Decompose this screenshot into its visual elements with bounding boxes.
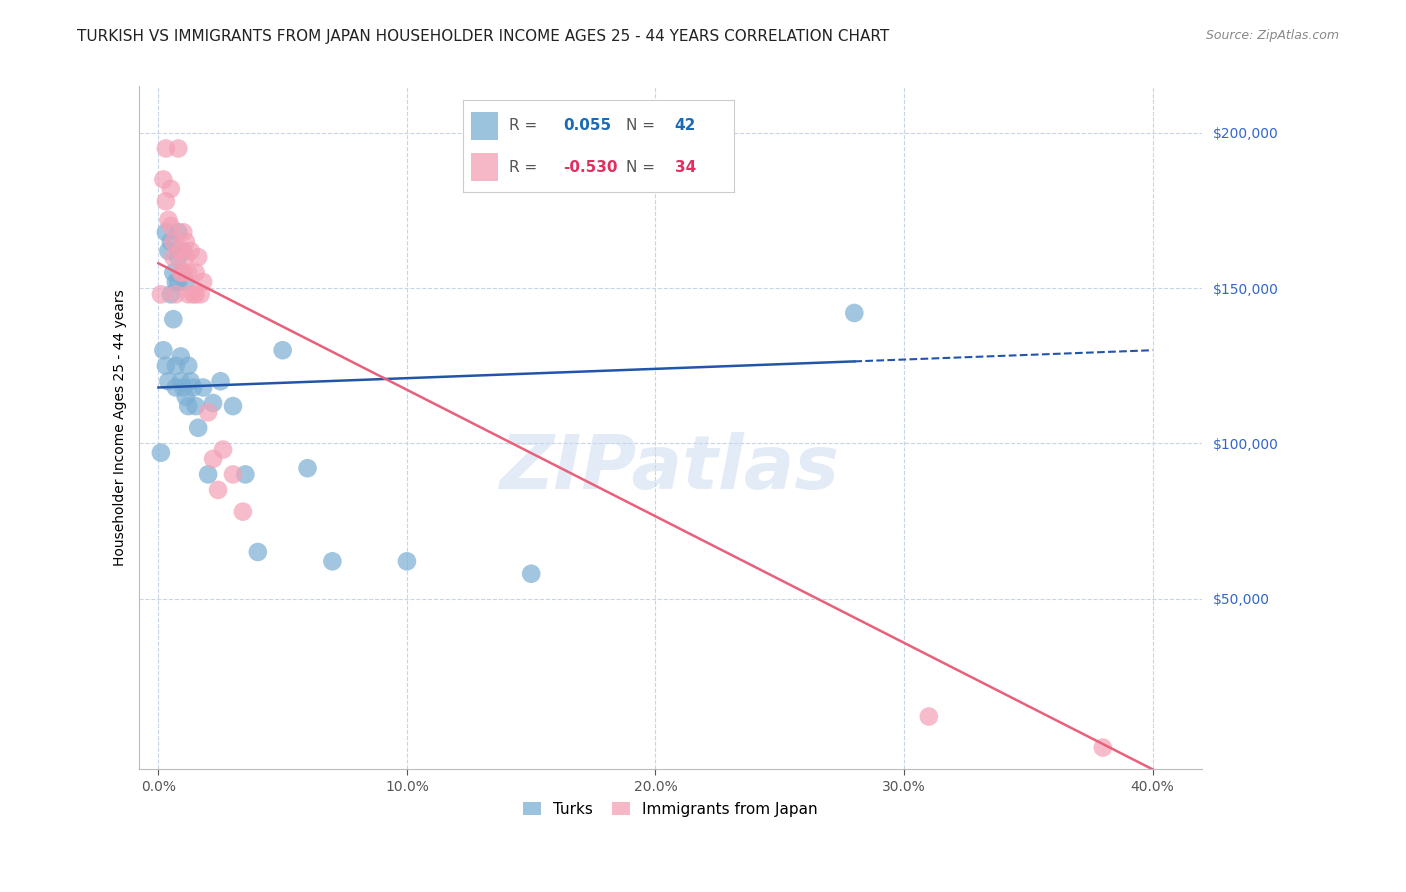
Point — [162, 312, 184, 326]
Point — [190, 287, 212, 301]
Point — [520, 566, 543, 581]
Point — [162, 250, 184, 264]
Point — [165, 275, 187, 289]
Text: ZIPatlas: ZIPatlas — [501, 433, 841, 505]
Point — [149, 287, 172, 301]
Point — [181, 380, 204, 394]
Point — [202, 396, 225, 410]
Point — [197, 405, 219, 419]
Text: TURKISH VS IMMIGRANTS FROM JAPAN HOUSEHOLDER INCOME AGES 25 - 44 YEARS CORRELATI: TURKISH VS IMMIGRANTS FROM JAPAN HOUSEHO… — [77, 29, 890, 44]
Point — [155, 225, 177, 239]
Point — [207, 483, 229, 497]
Point — [157, 244, 180, 258]
Point — [1091, 740, 1114, 755]
Point — [209, 374, 232, 388]
Point — [172, 266, 194, 280]
Point — [177, 266, 200, 280]
Point — [157, 212, 180, 227]
Point — [191, 275, 214, 289]
Point — [162, 266, 184, 280]
Point — [174, 235, 197, 249]
Point — [180, 374, 202, 388]
Point — [184, 266, 207, 280]
Point — [844, 306, 866, 320]
Point — [152, 172, 174, 186]
Point — [174, 275, 197, 289]
Point — [152, 343, 174, 358]
Point — [181, 287, 204, 301]
Point — [222, 467, 245, 482]
Point — [167, 275, 190, 289]
Point — [170, 266, 193, 280]
Point — [197, 467, 219, 482]
Point — [172, 266, 194, 280]
Text: Source: ZipAtlas.com: Source: ZipAtlas.com — [1205, 29, 1339, 42]
Point — [180, 244, 202, 258]
Point — [212, 442, 235, 457]
Point — [395, 554, 418, 568]
Point — [162, 235, 184, 249]
Point — [172, 380, 194, 394]
Point — [149, 445, 172, 459]
Point — [177, 287, 200, 301]
Point — [174, 390, 197, 404]
Point — [184, 399, 207, 413]
Point — [160, 182, 183, 196]
Point — [177, 359, 200, 373]
Point — [170, 374, 193, 388]
Point — [165, 359, 187, 373]
Point — [172, 244, 194, 258]
Point — [235, 467, 257, 482]
Point — [160, 287, 183, 301]
Y-axis label: Householder Income Ages 25 - 44 years: Householder Income Ages 25 - 44 years — [114, 290, 128, 566]
Point — [170, 350, 193, 364]
Point — [160, 219, 183, 233]
Point — [172, 225, 194, 239]
Point — [187, 250, 209, 264]
Point — [246, 545, 269, 559]
Point — [191, 380, 214, 394]
Point — [187, 421, 209, 435]
Point — [271, 343, 294, 358]
Point — [167, 225, 190, 239]
Point — [321, 554, 343, 568]
Point — [177, 399, 200, 413]
Point — [160, 235, 183, 249]
Point — [167, 250, 190, 264]
Legend: Turks, Immigrants from Japan: Turks, Immigrants from Japan — [517, 796, 824, 823]
Point — [174, 250, 197, 264]
Point — [167, 141, 190, 155]
Point — [184, 287, 207, 301]
Point — [170, 244, 193, 258]
Point — [918, 709, 941, 723]
Point — [165, 380, 187, 394]
Point — [165, 287, 187, 301]
Point — [157, 374, 180, 388]
Point — [222, 399, 245, 413]
Point — [155, 194, 177, 209]
Point — [202, 451, 225, 466]
Point — [155, 359, 177, 373]
Point — [297, 461, 319, 475]
Point — [155, 141, 177, 155]
Point — [232, 505, 254, 519]
